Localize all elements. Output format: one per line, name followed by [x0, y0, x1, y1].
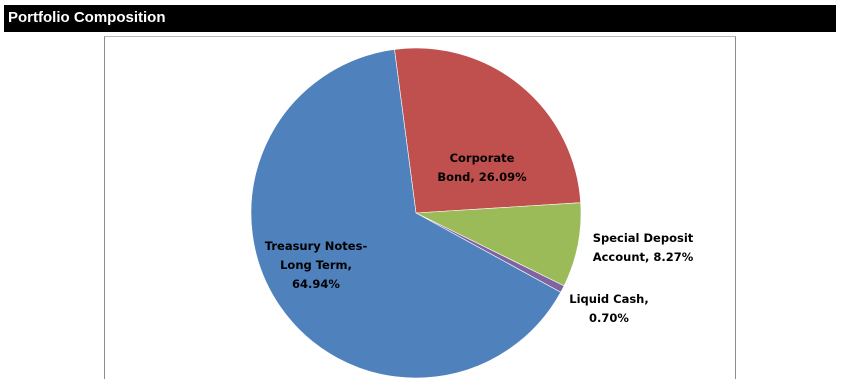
data-label-line: Long Term,: [280, 258, 352, 272]
data-label-liquid-cash: Liquid Cash, 0.70%: [569, 292, 648, 325]
data-label-line: Special Deposit: [593, 231, 694, 245]
data-label-line: Bond, 26.09%: [437, 170, 527, 184]
data-label-line: 64.94%: [292, 277, 340, 291]
pie-slice-special-deposit-account: [414, 202, 582, 287]
pie-slice-corporate-bond: [394, 47, 581, 214]
data-label-line: 0.70%: [589, 311, 629, 325]
page-title: Portfolio Composition: [8, 9, 166, 26]
data-label-line: Treasury Notes-: [265, 239, 368, 253]
data-label-line: Corporate: [450, 151, 515, 165]
data-label-line: Account, 8.27%: [593, 250, 694, 264]
data-label-treasury-notes-long-term: Treasury Notes- Long Term, 64.94%: [265, 239, 368, 291]
chart-area: [104, 36, 736, 379]
data-label-corporate-bond: Corporate Bond, 26.09%: [437, 151, 527, 184]
data-label-line: Liquid Cash,: [569, 292, 648, 306]
header-bar: Portfolio Composition: [4, 5, 836, 32]
pie-slice-treasury-notes-long-term: [250, 49, 562, 379]
data-label-special-deposit-account: Special Deposit Account, 8.27%: [593, 231, 694, 264]
